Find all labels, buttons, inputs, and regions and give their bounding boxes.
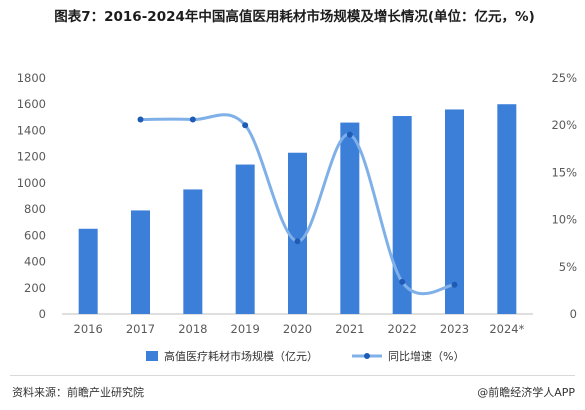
y-right-tick-label: 20% (551, 118, 577, 132)
footer-divider (10, 375, 575, 376)
legend-label-line: 同比增速（%） (388, 349, 464, 363)
brand-credit: @前瞻经济学人APP (477, 386, 575, 399)
y-right-tick-label: 0 (570, 307, 577, 321)
x-tick-label: 2022 (388, 322, 417, 336)
y-left-tick-label: 1400 (17, 123, 46, 137)
growth-point (189, 116, 196, 123)
growth-point (346, 131, 353, 138)
growth-point (294, 238, 301, 245)
y-left-tick-label: 400 (24, 255, 46, 269)
y-left-tick-label: 1800 (17, 71, 46, 85)
y-right-tick-label: 5% (559, 260, 577, 274)
x-tick-label: 2017 (126, 322, 155, 336)
bar (445, 109, 464, 314)
y-left-tick-label: 200 (24, 281, 46, 295)
growth-point (242, 122, 249, 129)
x-tick-label: 2024* (489, 322, 524, 336)
bar (183, 189, 203, 314)
x-tick-label: 2019 (231, 322, 260, 336)
bar (78, 228, 98, 314)
y-left-tick-label: 1000 (17, 176, 46, 190)
bar (340, 122, 360, 314)
y-right-tick-label: 10% (551, 213, 577, 227)
y-right-tick-label: 15% (551, 165, 577, 179)
growth-line (140, 113, 455, 296)
x-tick-label: 2020 (283, 322, 312, 336)
y-left-tick-label: 1600 (17, 97, 46, 111)
y-right-tick-label: 25% (551, 71, 577, 85)
chart-canvas: 0 200 400 600 800 1000 1200 1400 1600 1800 0 5% 10% 1… (17, 71, 577, 363)
growth-point (137, 116, 144, 123)
y-left-tick-label: 0 (39, 307, 46, 321)
x-tick-label: 2023 (440, 322, 469, 336)
legend-swatch-bar (146, 351, 158, 361)
growth-point (451, 281, 458, 288)
source-note: 资料来源：前瞻产业研究院 (12, 386, 144, 399)
bar (131, 210, 150, 314)
y-left-tick-label: 1200 (17, 150, 46, 164)
chart-title: 图表7：2016-2024年中国高值医用耗材市场规模及增长情况(单位：亿元，%) (54, 9, 535, 25)
bar (235, 164, 255, 314)
x-tick-label: 2021 (335, 322, 364, 336)
bar (392, 116, 412, 315)
legend-swatch-line-marker (364, 353, 370, 359)
legend-label-bar: 高值医疗耗材市场规模（亿元） (164, 349, 318, 363)
y-left-tick-label: 800 (24, 202, 46, 216)
growth-point (399, 278, 406, 285)
bar (497, 104, 517, 314)
y-left-tick-label: 600 (24, 228, 46, 242)
x-tick-label: 2018 (178, 322, 207, 336)
x-tick-label: 2016 (74, 322, 103, 336)
bar (288, 152, 307, 314)
